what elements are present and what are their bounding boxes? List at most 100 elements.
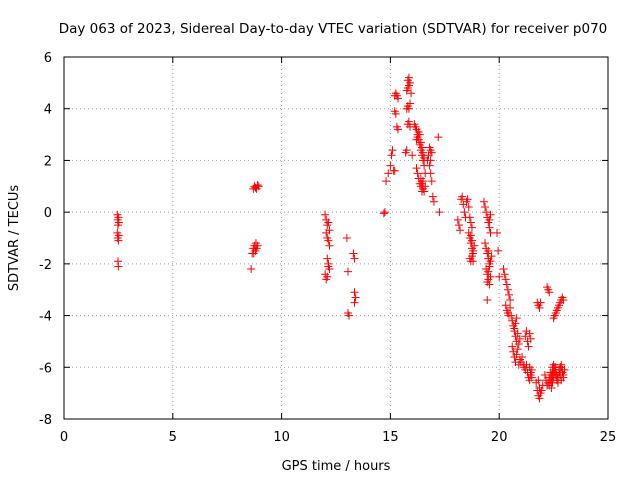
data-point xyxy=(479,197,488,206)
data-point xyxy=(486,272,495,281)
data-point xyxy=(382,177,391,186)
data-point xyxy=(247,265,256,274)
data-point xyxy=(499,265,508,274)
y-tick-label: -6 xyxy=(39,361,52,376)
data-point xyxy=(350,288,359,297)
data-point xyxy=(413,169,422,178)
data-point xyxy=(408,151,417,160)
data-point xyxy=(404,117,413,126)
data-point xyxy=(549,360,558,369)
data-point xyxy=(559,371,568,380)
data-point xyxy=(404,104,413,113)
data-point xyxy=(484,267,493,276)
x-tick-label: 25 xyxy=(600,430,617,445)
data-point xyxy=(527,373,536,382)
data-point xyxy=(483,296,492,305)
data-point xyxy=(114,231,123,240)
data-point xyxy=(456,226,465,235)
data-point xyxy=(535,394,544,403)
data-point xyxy=(324,218,333,227)
data-point xyxy=(533,386,542,395)
data-point xyxy=(391,109,400,118)
data-point xyxy=(502,280,511,289)
data-point xyxy=(501,275,510,284)
data-point xyxy=(324,236,333,245)
data-point xyxy=(469,246,478,255)
y-tick-label: 4 xyxy=(44,103,52,118)
x-tick-label: 5 xyxy=(169,430,177,445)
data-point xyxy=(503,285,512,294)
data-point xyxy=(511,319,520,328)
data-point xyxy=(501,301,510,310)
data-point xyxy=(532,378,541,387)
data-point xyxy=(404,73,413,82)
data-point xyxy=(427,177,436,186)
data-point xyxy=(405,99,414,108)
data-point xyxy=(486,210,495,219)
data-point xyxy=(466,231,475,240)
data-point xyxy=(514,340,523,349)
data-point xyxy=(114,262,123,271)
data-point xyxy=(526,334,535,343)
y-axis-label: SDTVAR / TECUs xyxy=(7,185,22,292)
data-point xyxy=(394,94,403,103)
data-point xyxy=(515,334,524,343)
y-tick-label: 0 xyxy=(44,206,52,221)
y-tick-label: 2 xyxy=(44,154,52,169)
data-point xyxy=(414,174,423,183)
data-point xyxy=(350,254,359,263)
data-point xyxy=(417,187,426,196)
data-point xyxy=(343,267,352,276)
data-point xyxy=(390,166,399,175)
data-point xyxy=(415,130,424,139)
data-point xyxy=(407,89,416,98)
data-point xyxy=(521,332,530,341)
data-point xyxy=(512,314,521,323)
y-tick-label: -2 xyxy=(39,258,52,273)
y-tick-label: 6 xyxy=(44,51,52,66)
data-point xyxy=(553,373,562,382)
data-point xyxy=(412,164,421,173)
data-point xyxy=(342,234,351,242)
data-point xyxy=(325,241,334,250)
data-point xyxy=(419,177,428,186)
x-tick-label: 15 xyxy=(382,430,399,445)
x-tick-label: 20 xyxy=(491,430,508,445)
data-point xyxy=(464,202,473,211)
data-point xyxy=(426,169,435,178)
data-point xyxy=(323,272,332,281)
data-point xyxy=(379,209,388,218)
data-point xyxy=(485,215,494,224)
data-point xyxy=(435,208,444,217)
data-point xyxy=(469,257,478,266)
data-point xyxy=(466,218,475,227)
data-point xyxy=(387,151,396,160)
data-point xyxy=(525,363,534,372)
data-point xyxy=(545,381,554,390)
data-point xyxy=(536,298,545,307)
data-point xyxy=(254,182,263,191)
data-point xyxy=(454,221,463,230)
grid xyxy=(64,57,608,419)
chart-title: Day 063 of 2023, Sidereal Day-to-day VTE… xyxy=(59,21,608,37)
y-tick-label: -4 xyxy=(39,310,52,325)
data-point xyxy=(507,311,516,320)
data-point xyxy=(494,246,503,255)
data-point xyxy=(513,329,522,338)
data-point xyxy=(426,156,435,165)
data-point xyxy=(453,215,462,224)
x-axis-label: GPS time / hours xyxy=(282,459,391,474)
data-point xyxy=(526,368,535,377)
data-point xyxy=(416,182,425,191)
data-point xyxy=(249,249,258,258)
data-point xyxy=(470,241,479,250)
data-point xyxy=(500,270,509,279)
data-point xyxy=(251,239,260,248)
data-point xyxy=(394,125,403,134)
data-point xyxy=(350,298,359,307)
data-point xyxy=(323,254,332,263)
data-point xyxy=(384,169,393,178)
x-tick-label: 10 xyxy=(273,430,290,445)
